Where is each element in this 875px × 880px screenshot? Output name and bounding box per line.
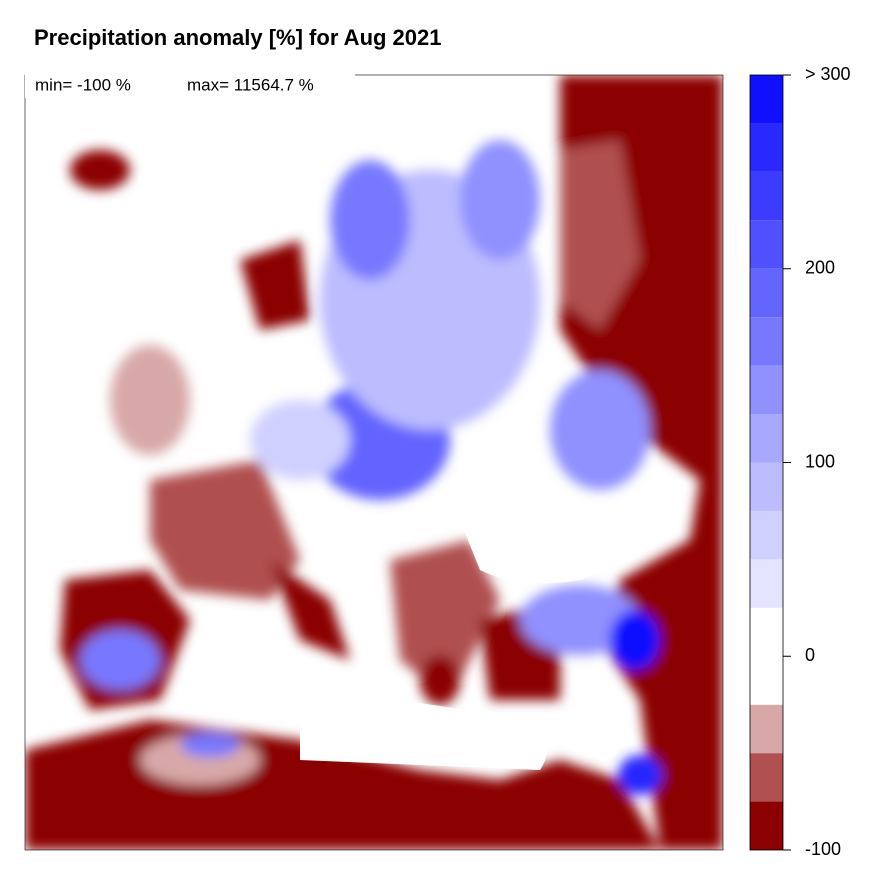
colorbar-tick-label: -100 bbox=[805, 839, 841, 859]
max-label: max= 11564.7 % bbox=[187, 75, 314, 94]
colorbar-tick-label: 100 bbox=[805, 451, 835, 471]
stats-box bbox=[25, 72, 355, 98]
colorbar-band bbox=[750, 414, 783, 463]
colorbar-band bbox=[750, 510, 783, 560]
map bbox=[25, 75, 723, 850]
colorbar-band bbox=[750, 753, 783, 802]
colorbar-tick-label: 200 bbox=[805, 258, 835, 278]
colorbar-band bbox=[750, 365, 783, 415]
colorbar-band bbox=[750, 75, 783, 124]
colorbar-band bbox=[750, 704, 783, 754]
min-label: min= -100 % bbox=[35, 75, 131, 94]
colorbar-band bbox=[750, 171, 783, 221]
colorbar-band bbox=[750, 123, 783, 172]
colorbar-band bbox=[750, 607, 783, 705]
colorbar-tick-label: 0 bbox=[805, 645, 815, 665]
colorbar-band bbox=[750, 268, 783, 318]
colorbar-band bbox=[750, 801, 783, 850]
colorbar-band bbox=[750, 317, 783, 366]
title: Precipitation anomaly [%] for Aug 2021 bbox=[34, 25, 442, 50]
colorbar-tick-label: > 300 bbox=[805, 64, 851, 84]
colorbar-band bbox=[750, 559, 783, 608]
map-frame bbox=[24, 74, 724, 851]
colorbar-band bbox=[750, 462, 783, 511]
colorbar-band bbox=[750, 220, 783, 269]
